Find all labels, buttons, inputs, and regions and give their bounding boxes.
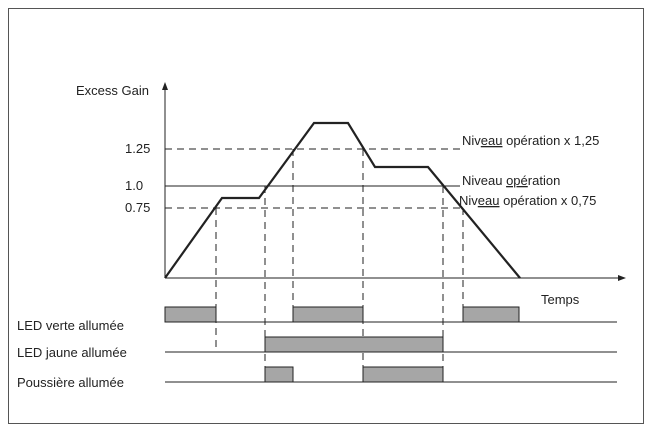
row-label-led-green: LED verte allumée bbox=[17, 318, 124, 333]
led-green-pulse-3 bbox=[462, 306, 520, 323]
y-axis-label: Excess Gain bbox=[76, 83, 149, 98]
gain-curve bbox=[164, 121, 521, 279]
row-label-led-yellow: LED jaune allumée bbox=[17, 345, 127, 360]
dust-pulse-1 bbox=[264, 366, 294, 383]
level-value-100: 1.0 bbox=[125, 178, 143, 193]
level-label-125: Niveau opération x 1,25 bbox=[462, 133, 599, 148]
led-green-pulse-2 bbox=[292, 306, 364, 323]
led-green-pulse-1 bbox=[164, 306, 217, 323]
x-axis-label: Temps bbox=[541, 292, 580, 307]
level-label-075: Niveau opération x 0,75 bbox=[459, 193, 596, 208]
row-label-dust: Poussière allumée bbox=[17, 375, 124, 390]
x-axis-arrow bbox=[618, 275, 626, 281]
diagram-frame bbox=[8, 8, 644, 424]
level-value-075: 0.75 bbox=[125, 200, 150, 215]
level-value-125: 1.25 bbox=[125, 141, 150, 156]
led-yellow-pulse-1 bbox=[264, 336, 444, 353]
level-label-100: Niveau opération bbox=[462, 173, 560, 188]
dust-pulse-2 bbox=[362, 366, 444, 383]
y-axis-arrow bbox=[162, 82, 168, 90]
